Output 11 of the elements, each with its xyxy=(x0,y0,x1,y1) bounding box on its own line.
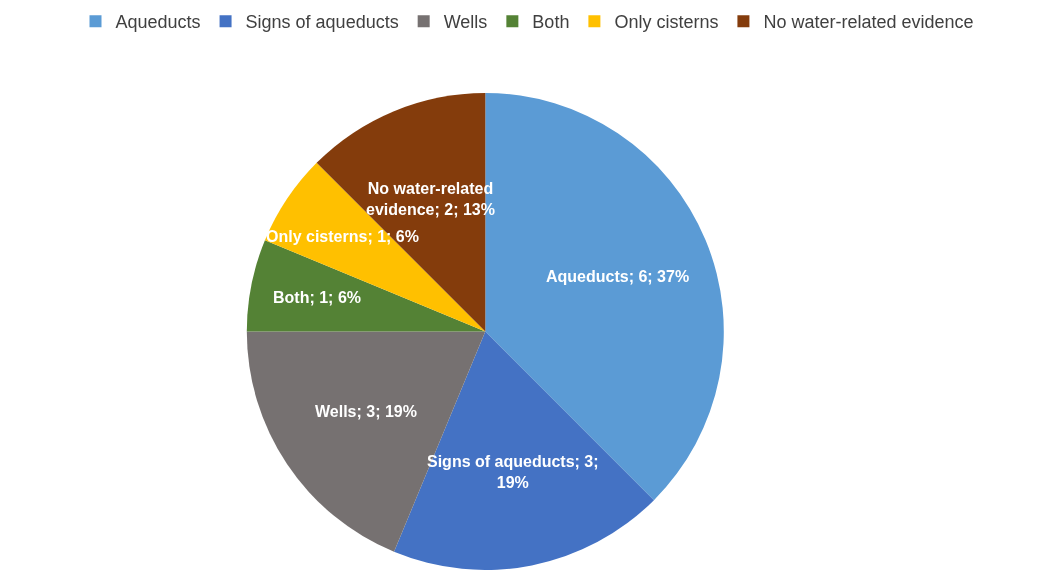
legend-label: No water-related evidence xyxy=(763,12,974,33)
data-label: Aqueducts; 6; 37% xyxy=(546,268,690,285)
legend-label: Signs of aqueducts xyxy=(245,12,399,33)
data-label: Only cisterns; 1; 6% xyxy=(266,228,419,245)
legend-label: Both xyxy=(532,12,570,33)
data-label: Signs of aqueducts; 3; 19% xyxy=(427,453,599,491)
legend-label: Wells xyxy=(443,12,488,33)
data-label: Both; 1; 6% xyxy=(273,289,361,306)
data-label: Wells; 3; 19% xyxy=(315,403,417,420)
legend-label: Only cisterns xyxy=(614,12,719,33)
legend-label: Aqueducts xyxy=(115,12,201,33)
